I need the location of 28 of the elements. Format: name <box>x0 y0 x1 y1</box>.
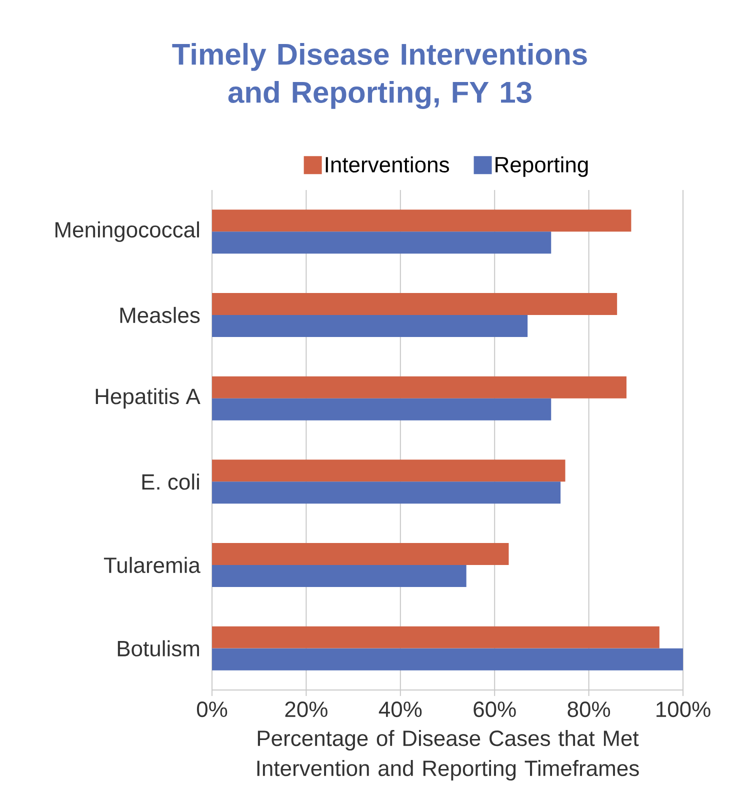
x-axis-title: Percentage of Disease Cases that Met Intervention and Reporting Timeframes <box>257 730 639 780</box>
y-tick-label: Botulism <box>118 640 200 656</box>
bar <box>212 460 566 482</box>
bar <box>212 564 466 587</box>
legend-label: Reporting <box>496 156 588 177</box>
x-tick-label: 40% <box>378 702 422 718</box>
bar <box>212 314 528 337</box>
legend-label: Interventions <box>326 156 449 173</box>
x-tick-label: 100% <box>656 702 710 718</box>
bar <box>212 626 660 648</box>
chart-title: Timely Disease Interventions and Reporting, FY 13 <box>172 42 587 110</box>
y-tick-label: E. coli <box>142 474 199 490</box>
bar <box>212 398 552 420</box>
bar <box>212 482 561 504</box>
x-tick-label: 80% <box>568 702 610 718</box>
y-tick-label: Meningococcal <box>56 221 199 242</box>
y-tick-label: Hepatitis A <box>96 388 200 409</box>
y-tick-label: Measles <box>120 306 200 324</box>
bar <box>212 648 684 670</box>
x-tick-label: 20% <box>285 702 328 718</box>
y-tick-label: Tularemia <box>104 556 200 574</box>
bar <box>212 542 509 565</box>
bar <box>212 210 632 232</box>
bar <box>212 376 626 398</box>
bar <box>212 292 618 315</box>
x-tick-label: 0% <box>196 702 228 718</box>
bar <box>212 232 552 254</box>
x-tick-label: 60% <box>474 702 516 718</box>
